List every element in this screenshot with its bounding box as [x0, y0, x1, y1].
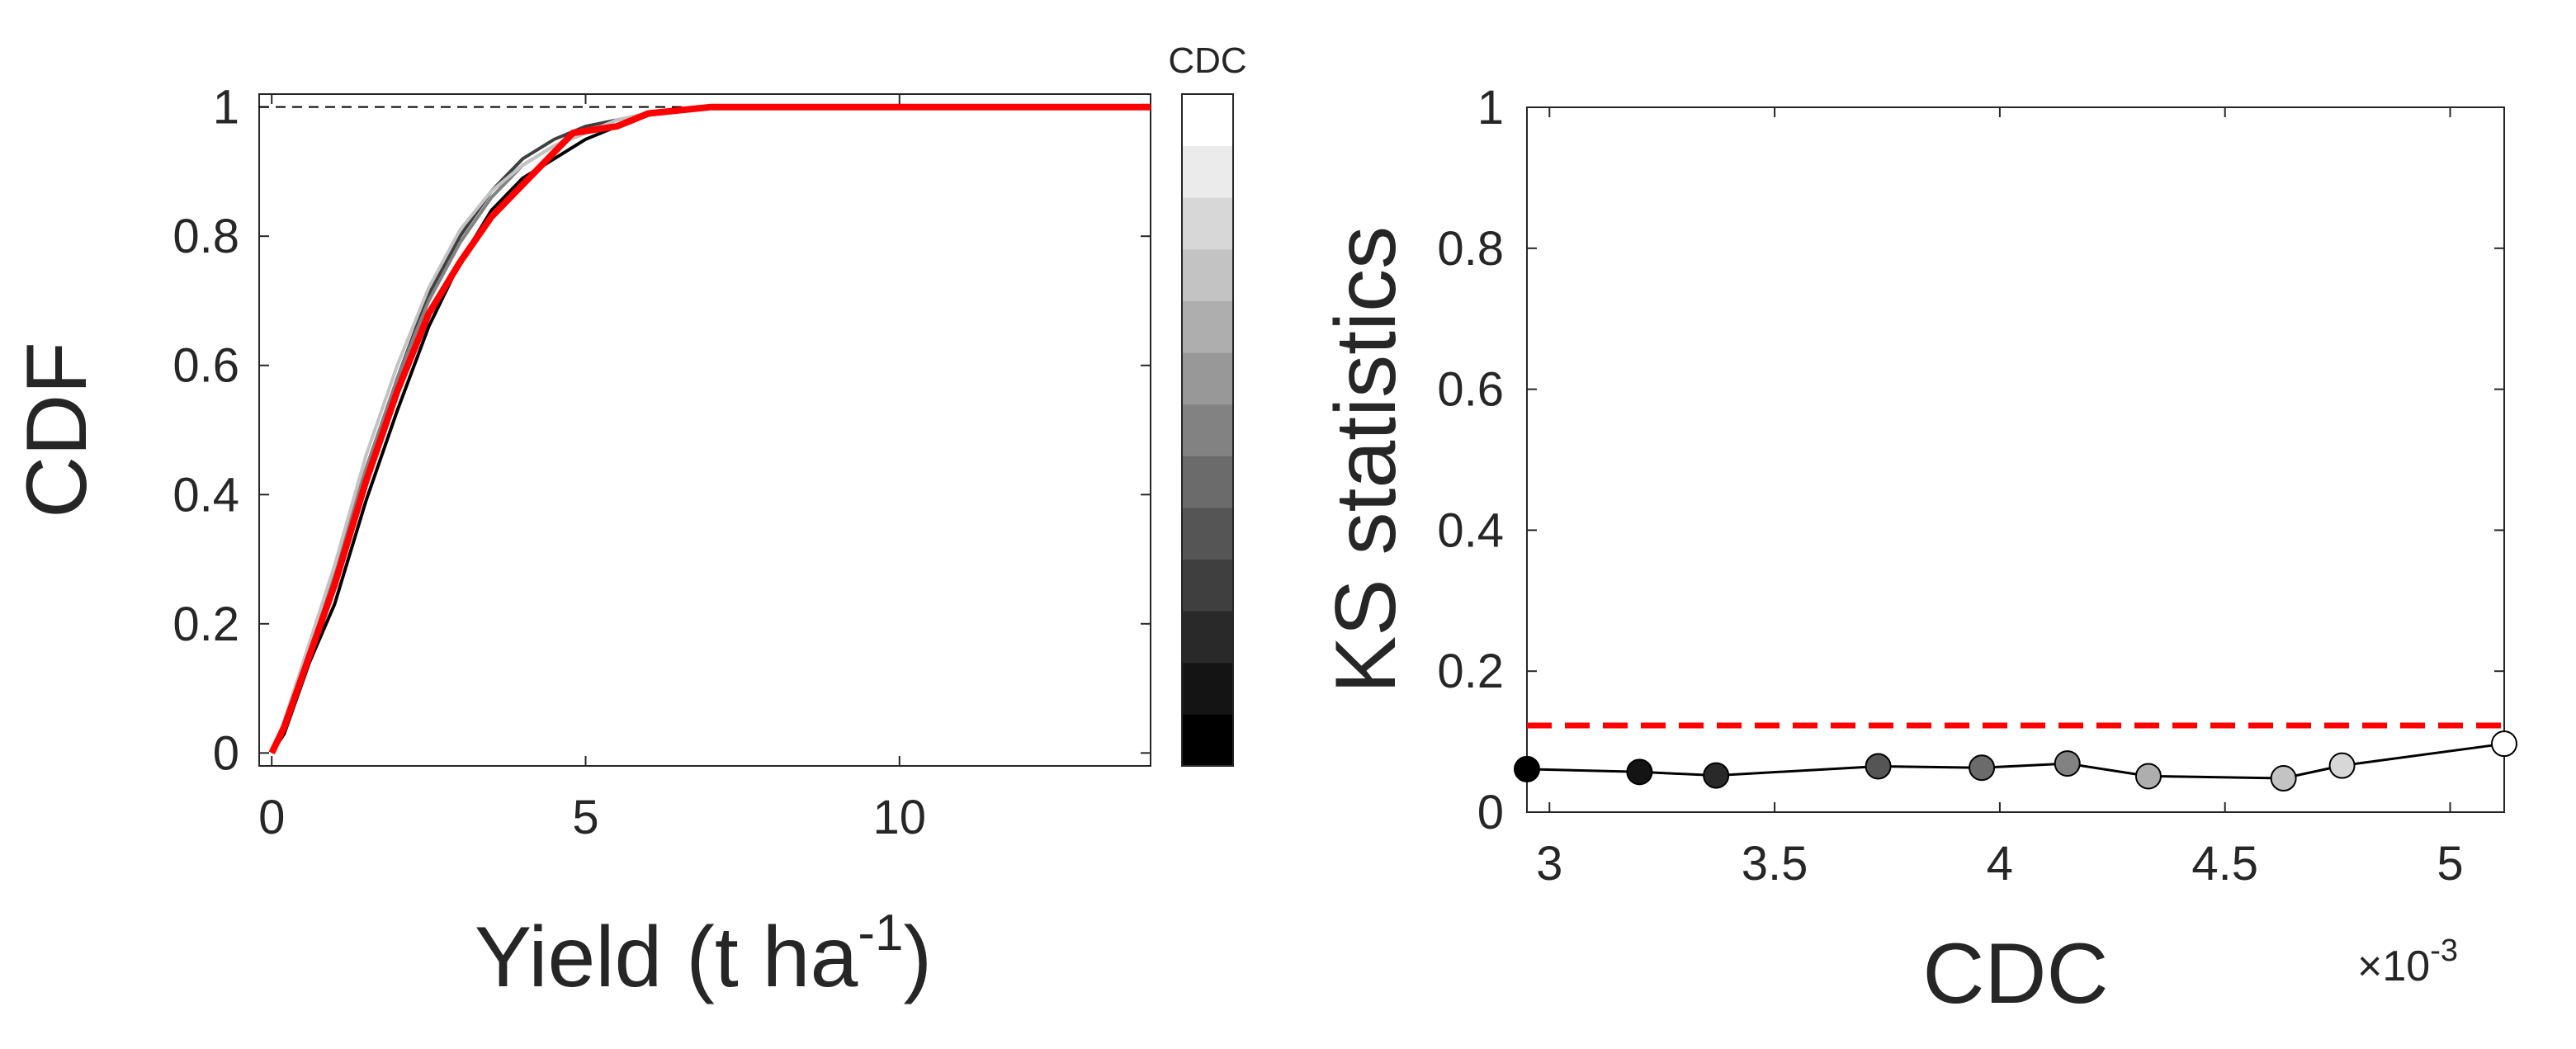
cdf-plot-area: [258, 93, 1151, 767]
ks-x-tick-label: 3: [1536, 837, 1562, 891]
ks-y-tick-label: 0.6: [1437, 363, 1504, 417]
colorbar: CDC: [1168, 40, 1247, 767]
colorbar-cell: [1182, 352, 1233, 405]
cdf-x-tick-label: 10: [873, 791, 927, 844]
cdf-x-tick-labels: 0 5 10: [258, 791, 926, 844]
colorbar-cell: [1182, 662, 1233, 715]
cdf-y-tick-label: 0.4: [173, 468, 239, 522]
cdf-y-tick-label: 0.2: [173, 598, 239, 651]
colorbar-cell: [1182, 559, 1233, 612]
ks-x-tick-labels: 3 3.5 4 4.5 5: [1536, 837, 2464, 891]
colorbar-cell: [1182, 714, 1233, 767]
ks-y-axis-label: KS statistics: [1318, 226, 1414, 693]
colorbar-cell: [1182, 248, 1233, 301]
colorbar-cell: [1182, 145, 1233, 198]
cdf-series-highlight: [268, 103, 1151, 755]
cdf-x-axis-label-sup: -1: [858, 905, 903, 962]
ks-x-tick-label: 4.5: [2191, 837, 2258, 891]
ks-point: [1626, 758, 1653, 786]
ks-point: [1865, 753, 1892, 780]
ks-point: [2328, 752, 2356, 779]
ks-x-multiplier: ×10-3: [2357, 933, 2458, 990]
ks-point: [1703, 762, 1730, 789]
ks-plot-area: [1526, 106, 2505, 813]
ks-point: [2134, 763, 2162, 790]
cdf-y-tick-label: 0.8: [173, 210, 239, 263]
ks-x-multiplier-exp: -3: [2430, 933, 2458, 968]
ks-ticks: [1527, 106, 2504, 813]
colorbar-cell: [1182, 404, 1233, 456]
colorbar-cell: [1182, 300, 1233, 353]
cdf-y-axis-label: CDF: [9, 342, 105, 518]
colorbar-label: CDC: [1168, 40, 1246, 81]
colorbar-frame: [1181, 93, 1234, 767]
ks-y-tick-label: 0.2: [1437, 645, 1504, 698]
ks-y-tick-label: 0.8: [1437, 222, 1504, 276]
cdf-series-group: [268, 103, 1151, 755]
cdf-x-tick-label: 0: [258, 791, 285, 844]
ks-points-group: [1514, 730, 2517, 792]
ks-point: [1969, 754, 1996, 782]
colorbar-cell: [1182, 456, 1233, 508]
cdf-x-axis-label-main: Yield (t ha: [475, 910, 858, 1005]
ks-y-tick-label: 1: [1477, 81, 1504, 135]
colorbar-cell: [1182, 611, 1233, 664]
cdf-x-tick-label: 5: [572, 791, 598, 844]
colorbar-cell: [1182, 94, 1233, 147]
ks-point: [2270, 765, 2297, 792]
ks-y-tick-labels: 0 0.2 0.4 0.6 0.8 1: [1437, 81, 1504, 839]
ks-point: [1514, 755, 1540, 782]
cdf-x-axis-label: Yield (t ha-1): [475, 905, 932, 1005]
ks-x-multiplier-base: ×10: [2357, 943, 2430, 990]
cdf-y-tick-label: 1: [213, 81, 239, 135]
colorbar-cell: [1182, 507, 1233, 560]
ks-connecting-line: [1526, 742, 2505, 780]
colorbar-cells: [1182, 94, 1233, 767]
ks-point: [2491, 730, 2517, 758]
ks-x-tick-label: 5: [2437, 837, 2463, 891]
ks-point: [2054, 750, 2081, 777]
cdf-y-tick-label: 0: [213, 726, 239, 780]
cdf-x-axis-label-close: ): [903, 910, 932, 1005]
ks-x-tick-label: 3.5: [1742, 837, 1808, 891]
cdf-y-tick-label: 0.6: [173, 339, 239, 393]
ks-y-tick-label: 0: [1477, 786, 1504, 839]
ks-x-axis-label: CDC: [1922, 926, 2108, 1022]
cdf-chart: 0 5 10 0 0.2 0.4 0.6 0.8 1 CDF Yield (t ha-1): [9, 81, 1151, 1005]
cdf-y-tick-labels: 0 0.2 0.4 0.6 0.8 1: [173, 81, 239, 781]
ks-y-tick-label: 0.4: [1437, 503, 1504, 557]
ks-x-tick-label: 4: [1987, 837, 2013, 891]
ks-chart: 3 3.5 4 4.5 5 0 0.2 0.4 0.6 0.8 1 KS statistics C…: [1318, 81, 2517, 1022]
colorbar-cell: [1182, 197, 1233, 250]
